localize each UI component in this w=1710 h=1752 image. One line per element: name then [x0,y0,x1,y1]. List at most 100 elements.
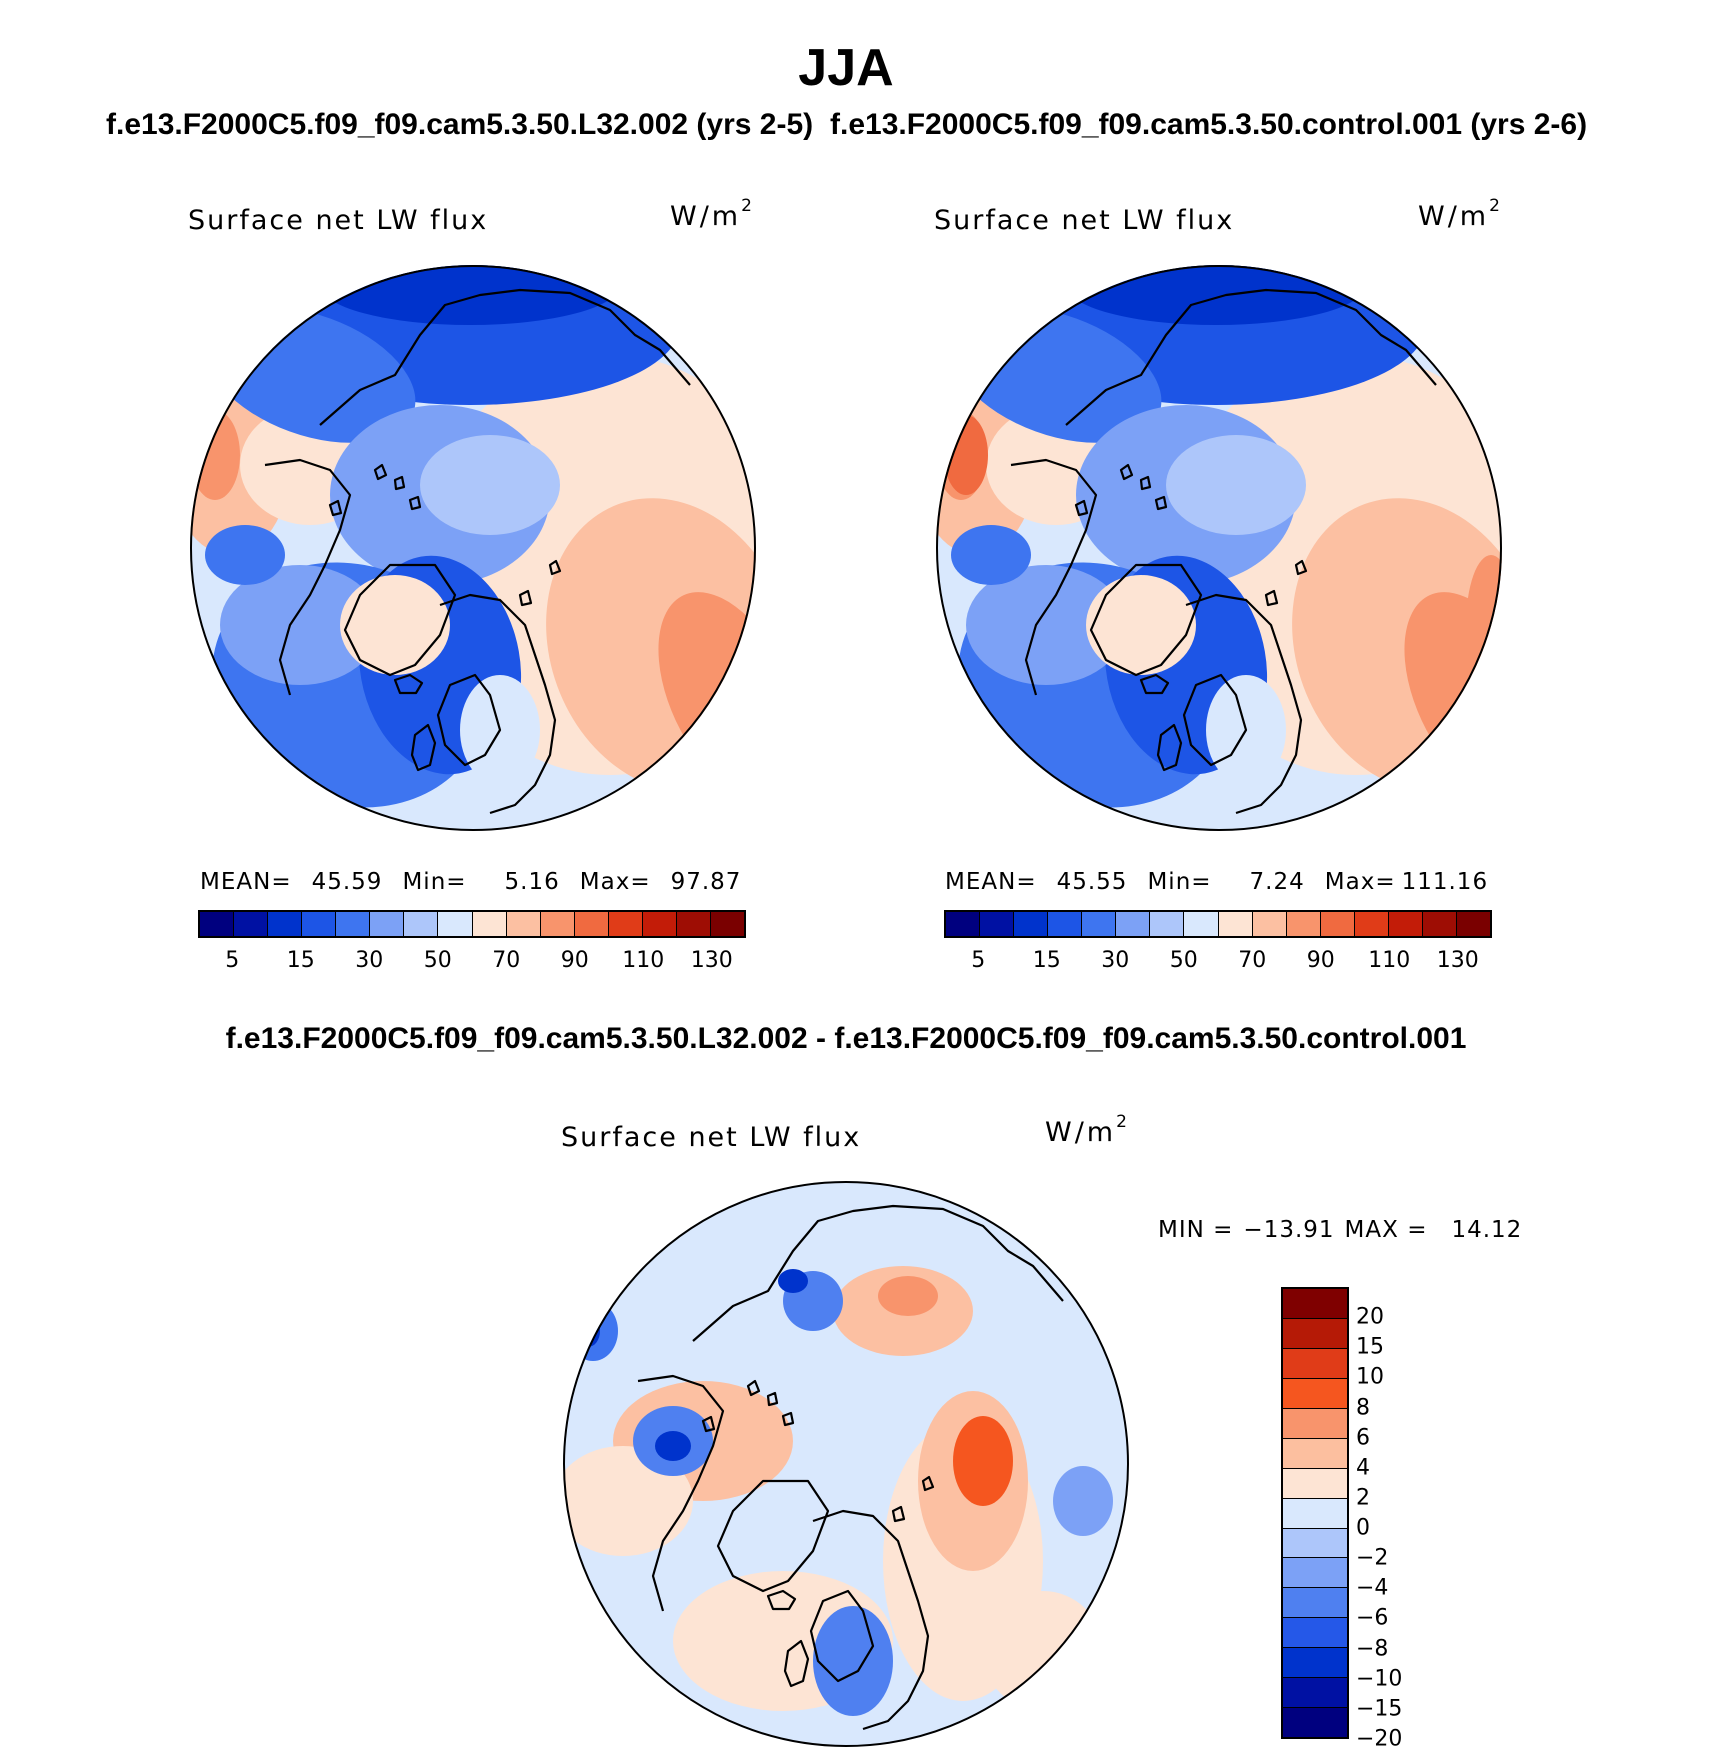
colorbar-swatch [1283,1408,1347,1439]
colorbar-tick-label: 6 [1356,1425,1370,1451]
field-contour [655,1431,691,1461]
colorbar-tick-label: 5 [971,948,986,973]
colorbar-swatch [1283,1289,1347,1319]
colorbar-swatch [710,912,744,936]
colorbar-tick-label: 130 [690,948,733,973]
colorbar-swatch [200,912,235,936]
diff-variable-label: Surface net LW flux [561,1122,862,1153]
field-contour [320,265,620,325]
case-left-title: f.e13.F2000C5.f09_f09.cam5.3.50.L32.002 … [106,108,814,141]
coastline [812,1509,930,1731]
diff-colorbar [1281,1287,1349,1739]
landmass-outline [1139,673,1170,695]
colorbar-swatch [1283,1468,1347,1499]
field-contour [878,1276,938,1316]
colorbar-tick-label: 30 [355,948,384,973]
colorbar-tick-label: 20 [1356,1304,1384,1330]
colorbar-swatch [1283,1378,1347,1409]
colorbar-swatch [1283,1588,1347,1619]
left-stats: MEAN= 45.59 Min= 5.16 Max= 97.87 [200,869,742,895]
colorbar-swatch [1283,1618,1347,1649]
colorbar-tick-label: −10 [1356,1666,1403,1692]
colorbar-tick-label: 90 [560,948,589,973]
coastline-layer [1010,288,1437,815]
field-contour [563,1446,693,1556]
colorbar-swatch [438,912,473,936]
colorbar-tick-label: 50 [423,948,452,973]
field-contour [205,525,285,585]
colorbar-swatch [1286,912,1321,936]
landmass-outline [328,499,343,517]
landmass-outline [701,1415,716,1433]
coastline [264,458,352,696]
colorbar-tick-label: 110 [622,948,665,973]
landmass-outline [1156,723,1183,772]
colorbar-tick-label: −4 [1356,1575,1389,1601]
colorbar-swatch [980,912,1015,936]
diff-stats: MIN = −13.91 MAX = 14.12 [1158,1217,1523,1243]
field-contour [1053,1466,1113,1536]
landmass-outline [393,475,406,491]
landmass-outline [1182,673,1248,767]
field-contour [778,1269,808,1293]
landmass-outline [408,495,422,511]
landmass-outline [410,723,437,772]
landmass-outline [1089,563,1203,677]
landmass-outline [921,1475,935,1492]
colorbar-swatch [1014,912,1049,936]
field-contour [813,1606,893,1716]
case-right-title: f.e13.F2000C5.f09_f09.cam5.3.50.control.… [830,108,1588,141]
colorbar-tick-label: 110 [1368,948,1411,973]
colorbar-tick-label: 130 [1436,948,1479,973]
colorbar-tick-label: 90 [1306,948,1335,973]
landmass-outline [1294,559,1308,576]
colorbar-swatch [1283,1678,1347,1709]
landmass-outline [393,673,424,695]
diff-polar-map [563,1181,1129,1747]
landmass-outline [781,1411,795,1427]
colorbar-swatch [234,912,269,936]
field-contour [1166,435,1306,535]
colorbar-tick-label: 0 [1356,1515,1370,1541]
field-layer [190,265,756,831]
colorbar-swatch [1283,1318,1347,1349]
field-contour [966,565,1126,685]
colorbar-swatch [1283,1648,1347,1679]
landmass-outline [1154,495,1168,511]
coastline [692,1204,1064,1342]
right-polar-map [936,265,1502,831]
colorbar-swatch [1184,912,1219,936]
colorbar-swatch [608,912,643,936]
landmass-outline [783,1639,810,1688]
colorbar-swatch [268,912,303,936]
colorbar-swatch [1283,1708,1347,1738]
field-contour [1066,265,1366,325]
colorbar-swatch [1354,912,1389,936]
colorbar-swatch [1283,1348,1347,1379]
left-units-label: W/m2 [670,196,755,232]
colorbar-swatch [370,912,405,936]
right-variable-label: Surface net LW flux [934,205,1235,236]
landmass-outline [1074,499,1089,517]
landmass-outline [716,1479,830,1593]
coastline [439,593,557,815]
colorbar-tick-label: 5 [225,948,240,973]
field-contour [944,415,988,495]
colorbar-tick-label: 70 [1238,948,1267,973]
colorbar-swatch [1150,912,1185,936]
colorbar-swatch [1422,912,1457,936]
field-contour [1086,575,1196,675]
map-border [563,1181,1129,1747]
difference-title: f.e13.F2000C5.f09_f09.cam5.3.50.L32.002 … [225,1022,1467,1055]
diff-colorbar-ticks: 20 15 10 8 6 4 2 0 −2 −4 −6 −8 −10 −15 −20 [1356,1287,1426,1752]
coastline [1065,288,1437,426]
landmass-outline [1119,463,1134,481]
colorbar-tick-label: 15 [286,948,315,973]
left-polar-map [190,265,756,831]
landmass-outline [548,559,562,576]
field-layer [936,265,1502,831]
left-colorbar-ticks: 5 15 30 50 70 90 110 130 [198,948,746,978]
coastline [319,288,691,426]
field-contour [951,525,1031,585]
colorbar-tick-label: 15 [1032,948,1061,973]
